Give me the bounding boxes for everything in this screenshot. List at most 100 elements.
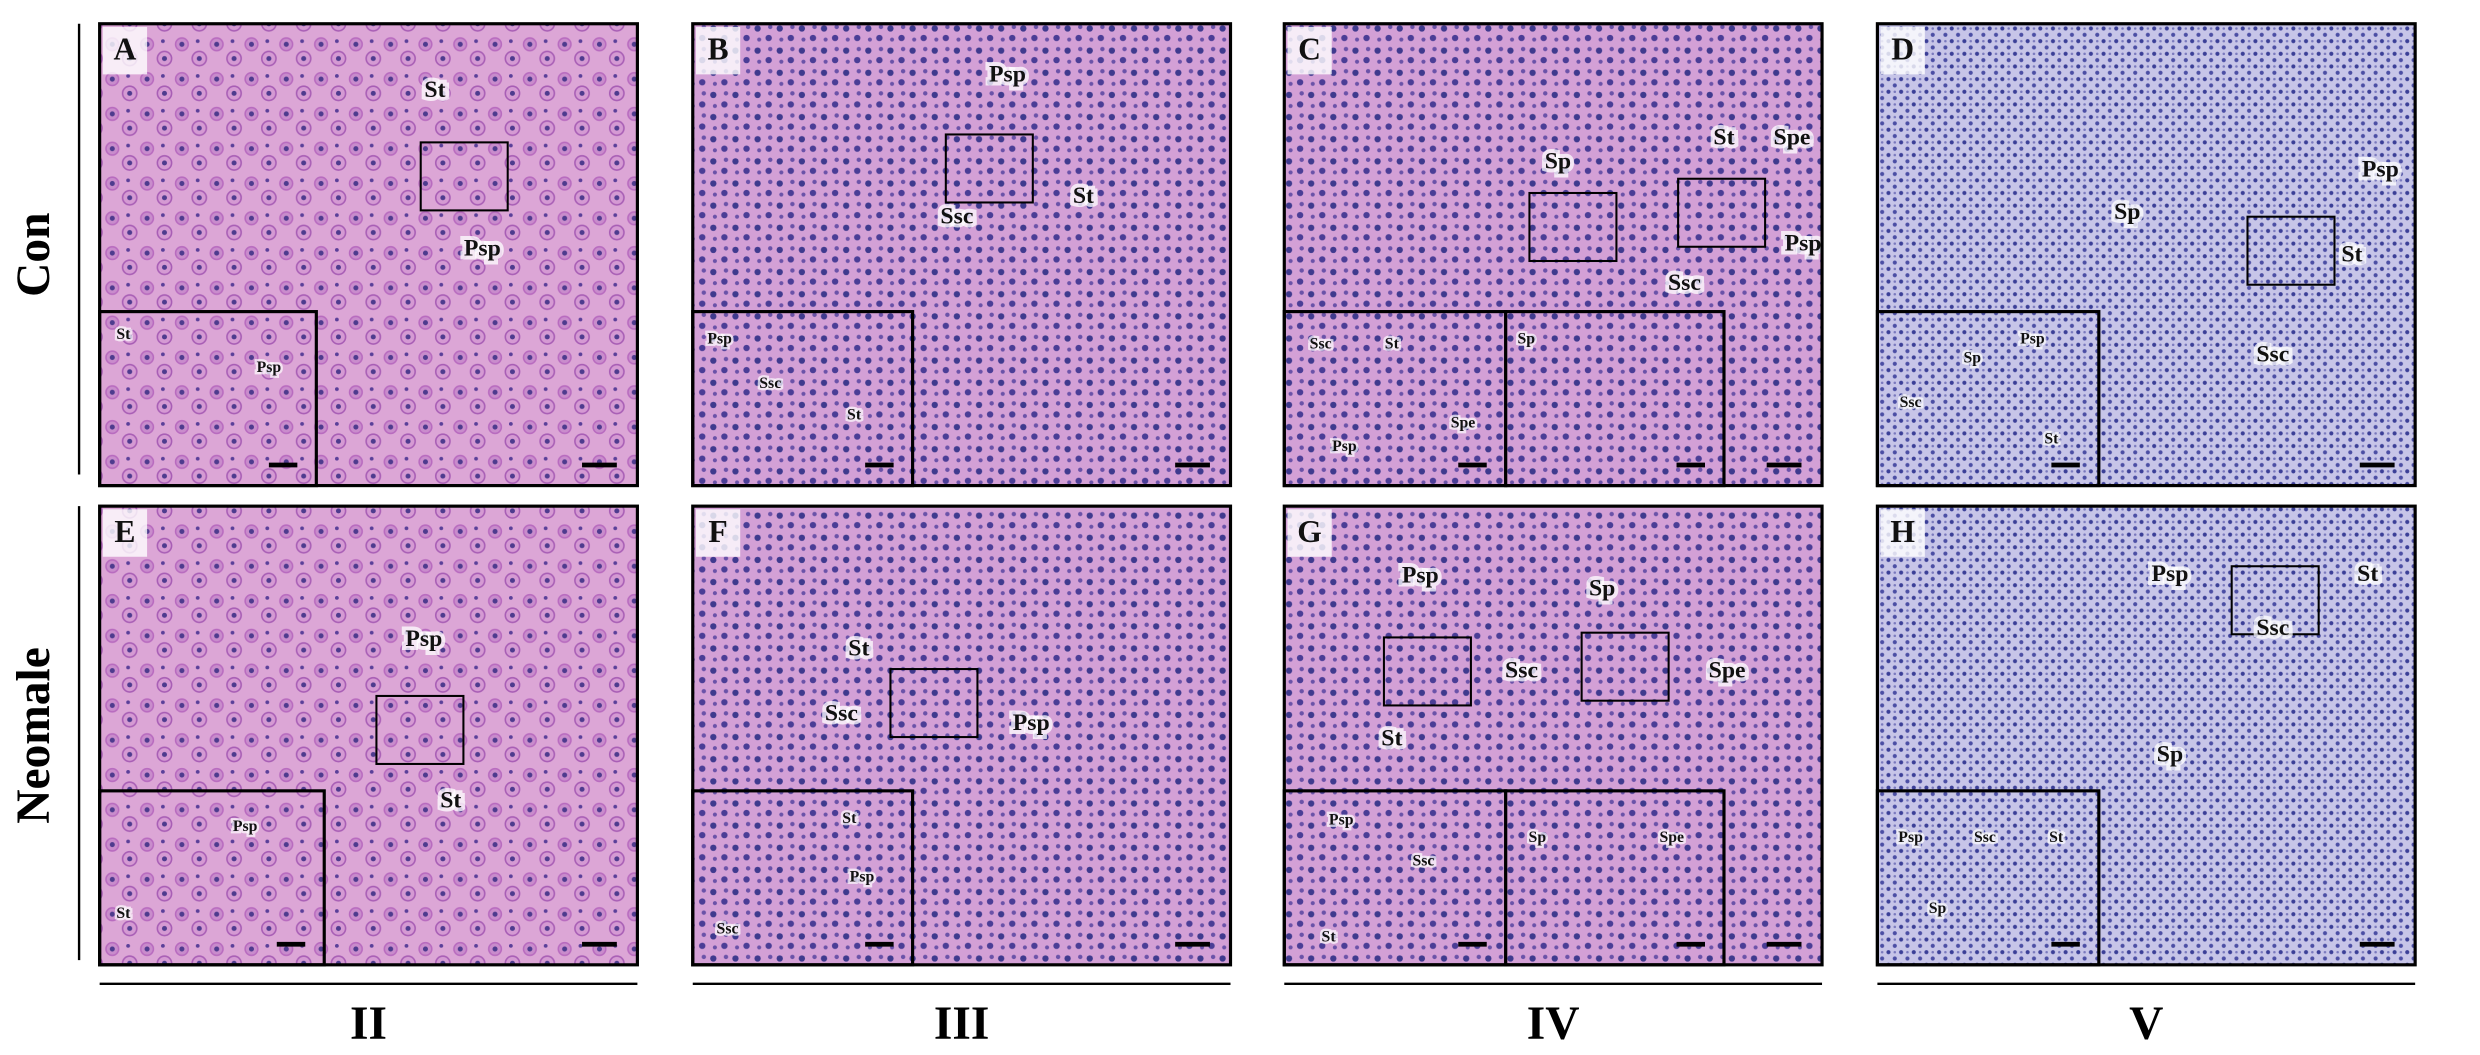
inset-label: Psp [1332, 438, 1357, 455]
inset [98, 789, 326, 967]
inset [1504, 310, 1726, 488]
panel: G Psp Sp Ssc Spe St Psp Ssc St Sp Spe [1282, 504, 1824, 967]
inset [1282, 789, 1508, 967]
inset-label: Ssc [1974, 829, 1996, 846]
letter-bg [1880, 509, 1925, 557]
row-label: Neomale [8, 647, 60, 824]
zoom-box [1382, 636, 1472, 707]
column-label: IV [1527, 998, 1580, 1050]
cell-label: Ssc [2256, 615, 2289, 641]
inset-label: Psp [2020, 331, 2045, 348]
cell-label: St [2341, 242, 2362, 268]
inset-label: Spe [1451, 415, 1476, 432]
panel-letter: C [1298, 31, 1321, 66]
cell-label: Psp [1785, 231, 1822, 257]
inset-label: St [116, 905, 131, 922]
cell-label: Psp [1013, 710, 1050, 736]
inset-label: Spe [1659, 829, 1684, 846]
letter-bg [695, 509, 741, 557]
inset-label: St [2044, 430, 2059, 447]
panel-border [98, 504, 639, 967]
inset-label: Sp [1529, 829, 1547, 846]
zoom-box [1528, 191, 1618, 263]
zoom-box [1580, 631, 1670, 702]
panel-letter: B [708, 31, 729, 66]
letter-bg [1287, 509, 1332, 557]
cell-label: St [440, 787, 461, 813]
panel-letter: H [1890, 514, 1915, 549]
inset-label: St [2049, 829, 2064, 846]
inset-label: Psp [1898, 829, 1923, 846]
cell-label: Ssc [1668, 270, 1701, 296]
zoom-box [2246, 215, 2336, 286]
panel: C Spe St Sp Psp Ssc Ssc St Spe Psp Sp [1282, 22, 1825, 488]
cell-label: Psp [405, 626, 442, 652]
panel: D Psp Sp St Ssc Sp Psp Ssc St [1875, 22, 2417, 488]
letter-bg [695, 26, 741, 75]
cell-label: Sp [2157, 741, 2183, 767]
inset-label: St [116, 326, 131, 343]
inset-label: St [842, 810, 857, 827]
cell-label: Ssc [2256, 341, 2289, 367]
zoom-box [375, 694, 465, 765]
panel-border [1875, 22, 2417, 488]
panel-letter: F [708, 514, 727, 549]
inset [691, 789, 915, 967]
cell-label: Sp [1545, 148, 1571, 174]
cell-label: St [848, 636, 869, 662]
panel-letter: A [114, 31, 137, 66]
inset-label: St [1322, 929, 1337, 946]
inset-label: St [1385, 335, 1400, 352]
cell-label: Psp [2362, 156, 2399, 182]
panel-border [98, 22, 639, 488]
panel: B Psp St Ssc Psp Ssc St [691, 22, 1233, 488]
cell-label: St [1381, 726, 1402, 752]
cell-label: Ssc [825, 700, 858, 726]
cell-label: St [424, 77, 445, 103]
panel-border [1875, 504, 2417, 967]
column-label: V [2129, 998, 2163, 1050]
cell-label: Ssc [940, 204, 973, 230]
inset-label: Psp [850, 868, 875, 885]
panel-letter: G [1297, 514, 1322, 549]
cell-label: Spe [1774, 125, 1811, 151]
inset-label: Psp [1329, 812, 1354, 829]
panel-letter: D [1891, 31, 1914, 66]
column-label: II [350, 998, 387, 1050]
cell-label: St [1073, 183, 1094, 209]
panel: H Psp St Ssc Sp Psp Ssc St Sp [1875, 504, 2417, 967]
zoom-box [1677, 177, 1767, 248]
inset-label: Ssc [717, 921, 739, 938]
panel: F St Ssc Psp St Psp Ssc [691, 504, 1233, 967]
inset-label: Psp [233, 818, 258, 835]
cell-label: Psp [464, 235, 501, 261]
row-label: Con [8, 212, 60, 296]
panel: A St Psp St Psp [98, 22, 639, 488]
panel-border [691, 22, 1233, 488]
inset-label: Ssc [1412, 853, 1434, 870]
cell-label: Sp [2114, 199, 2140, 225]
inset-label: Ssc [1310, 335, 1332, 352]
inset [98, 310, 318, 488]
letter-bg [1880, 26, 1925, 75]
zoom-box [944, 133, 1034, 204]
letter-bg [102, 26, 148, 75]
letter-bg [102, 509, 148, 557]
inset [1875, 310, 2101, 488]
column-label: III [934, 998, 989, 1050]
cell-label: Sp [1589, 575, 1615, 601]
inset [1504, 789, 1726, 967]
inset-label: St [847, 407, 862, 424]
letter-bg [1287, 26, 1332, 75]
inset [1282, 310, 1508, 488]
inset-label: Ssc [759, 375, 781, 392]
panel-border [1282, 22, 1824, 488]
cell-label: Ssc [1505, 658, 1538, 684]
panel-letter: E [114, 514, 135, 549]
inset-label: Sp [1929, 900, 1947, 917]
cell-label: Psp [989, 61, 1026, 87]
panel-border [691, 504, 1233, 967]
inset-label: Sp [1964, 350, 1982, 367]
cell-label: Psp [2152, 561, 2189, 587]
